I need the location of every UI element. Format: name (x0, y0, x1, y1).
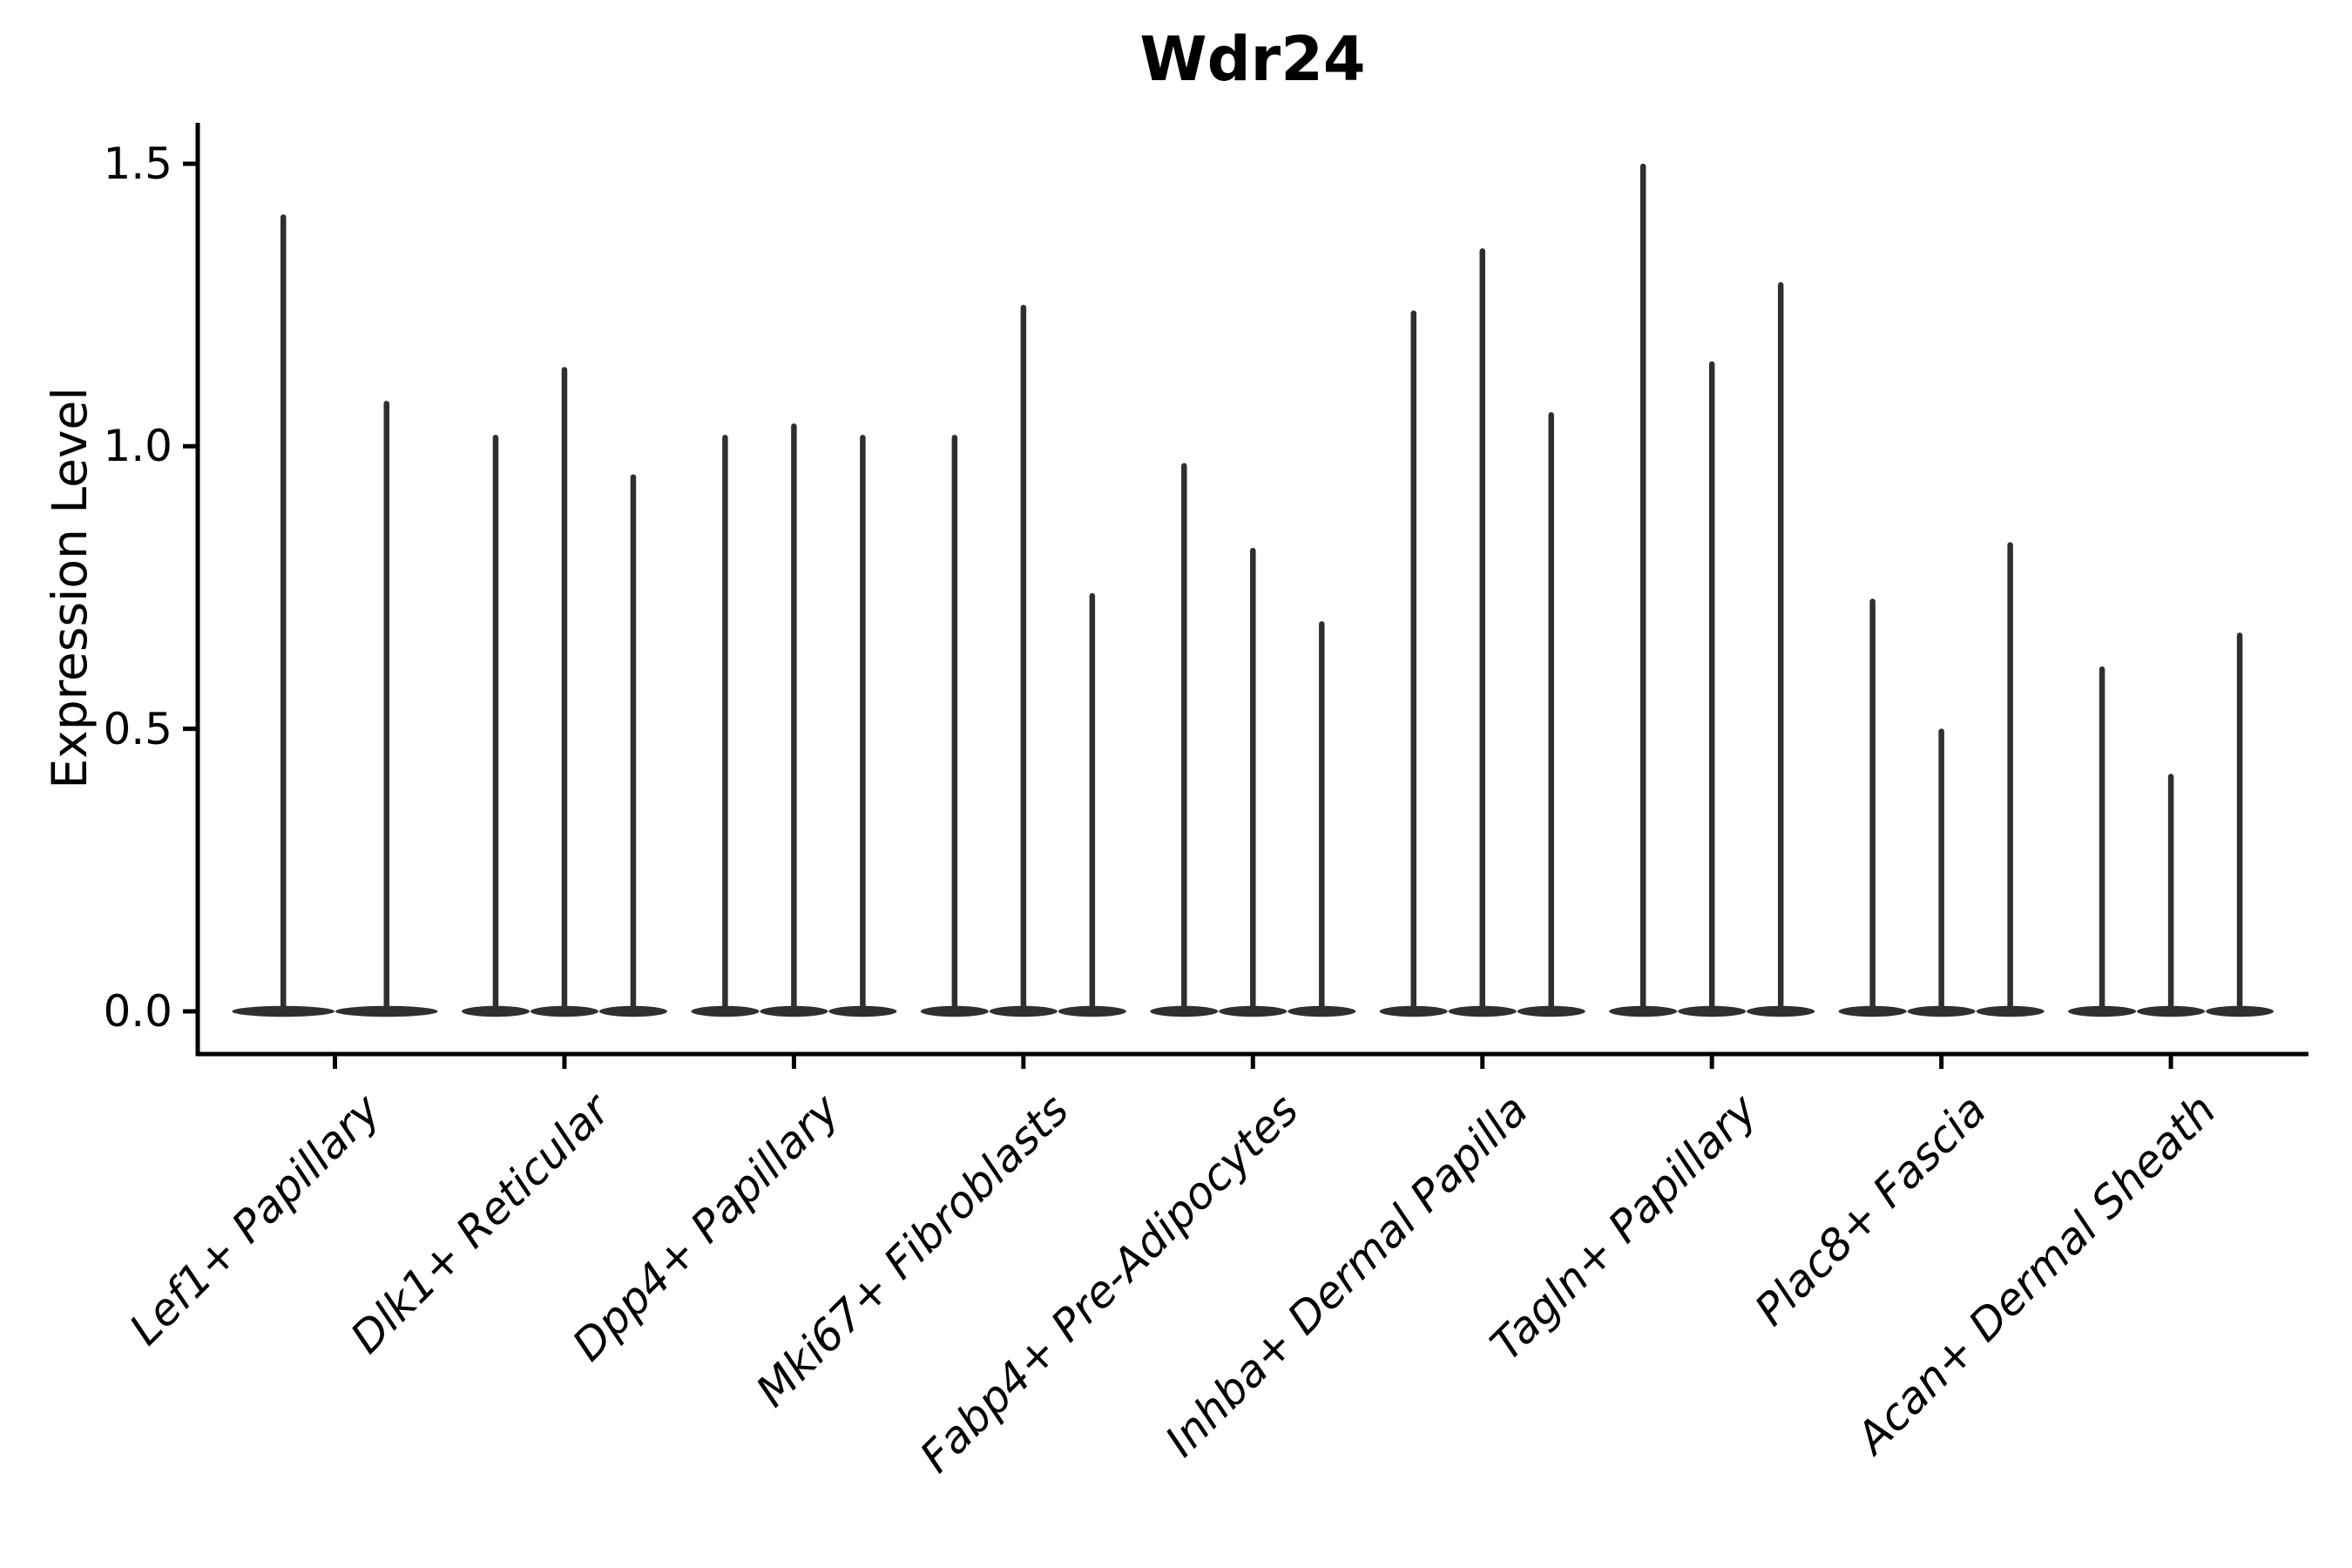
y-tick-label: 1.5 (103, 138, 172, 189)
y-tick-label: 1.0 (103, 421, 172, 472)
y-axis-label: Expression Level (42, 387, 98, 789)
y-tick-label: 0.5 (103, 703, 172, 754)
plot-title: Wdr24 (1139, 24, 1366, 95)
y-tick-label: 0.0 (103, 986, 172, 1037)
